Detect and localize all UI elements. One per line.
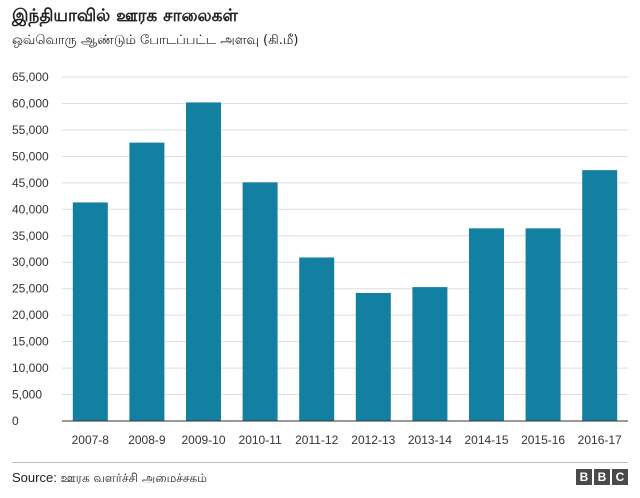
- y-tick-label: 65,000: [12, 70, 49, 84]
- x-tick-label: 2008-9: [128, 433, 166, 447]
- y-tick-label: 35,000: [12, 229, 49, 243]
- x-tick-label: 2007-8: [72, 433, 110, 447]
- bar-2010-11: [242, 182, 278, 421]
- y-tick-label: 40,000: [12, 202, 49, 216]
- chart-title: இந்தியாவில் ஊரக சாலைகள்: [12, 6, 238, 26]
- y-tick-label: 5,000: [12, 388, 42, 402]
- bar-2014-15: [469, 228, 504, 421]
- y-tick-label: 20,000: [12, 308, 49, 322]
- bar-2016-17: [582, 170, 618, 421]
- bar-2008-9: [129, 142, 165, 421]
- bar-2015-16: [525, 228, 561, 421]
- y-tick-label: 25,000: [12, 282, 49, 296]
- x-tick-label: 2014-15: [464, 433, 508, 447]
- bar-2009-10: [186, 102, 221, 421]
- source-label: Source:: [12, 470, 57, 485]
- x-tick-label: 2015-16: [521, 433, 565, 447]
- y-tick-label: 30,000: [12, 255, 49, 269]
- logo-letter-b1: B: [576, 469, 592, 485]
- bbc-logo: B B C: [576, 469, 628, 485]
- bar-2011-12: [299, 257, 335, 421]
- y-tick-label: 50,000: [12, 149, 49, 163]
- y-tick-label: 15,000: [12, 335, 49, 349]
- source-text: ஊரக வளர்ச்சி அமைச்சகம்: [60, 471, 207, 485]
- y-tick-label: 10,000: [12, 361, 49, 375]
- x-tick-label: 2016-17: [578, 433, 622, 447]
- bar-2012-13: [355, 292, 391, 421]
- bar-2013-14: [412, 287, 448, 421]
- x-tick-label: 2013-14: [408, 433, 452, 447]
- x-tick-label: 2009-10: [181, 433, 225, 447]
- y-tick-label: 55,000: [12, 123, 49, 137]
- source-note: Source: ஊரக வளர்ச்சி அமைச்சகம்: [12, 470, 207, 487]
- x-tick-label: 2010-11: [239, 433, 282, 447]
- x-tick-label: 2011-12: [295, 433, 338, 447]
- logo-letter-c: C: [612, 469, 628, 485]
- logo-letter-b2: B: [594, 469, 610, 485]
- bar-2007-8: [72, 202, 108, 421]
- y-tick-label: 45,000: [12, 176, 49, 190]
- x-tick-label: 2012-13: [351, 433, 395, 447]
- y-tick-label: 60,000: [12, 96, 49, 110]
- chart-subtitle: ஒவ்வொரு ஆண்டும் போடப்பட்ட அளவு (கி.மீ): [12, 33, 299, 48]
- y-tick-label: 0: [12, 414, 19, 428]
- footer-divider: [12, 462, 628, 463]
